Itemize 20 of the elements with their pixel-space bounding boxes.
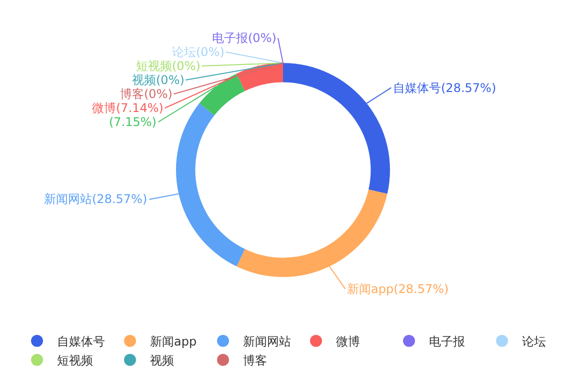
legend-label: 微博 bbox=[336, 334, 360, 349]
category-label: 新闻网站(28.57%) bbox=[44, 192, 148, 206]
category-label: 短视频(0%) bbox=[136, 59, 200, 73]
category-label: 微博(7.14%) bbox=[92, 101, 164, 115]
data-label: (7.15%) bbox=[109, 115, 156, 129]
donut-slice bbox=[283, 63, 390, 194]
category-label: 论坛(0%) bbox=[172, 45, 224, 59]
category-label: 新闻app(28.57%) bbox=[347, 282, 449, 296]
category-label: 博客(0%) bbox=[120, 87, 172, 101]
legend-label: 博客 bbox=[243, 354, 268, 368]
legend-label: 短视频 bbox=[57, 354, 94, 368]
category-label: 视频(0%) bbox=[132, 73, 184, 87]
legend-label: 视频 bbox=[150, 354, 174, 368]
legend-label: 电子报 bbox=[429, 334, 466, 349]
category-label: 电子报(0%) bbox=[212, 31, 276, 45]
legend-label: 自媒体号 bbox=[57, 334, 106, 349]
legend-label: 新闻app bbox=[150, 334, 197, 349]
legend-label: 新闻网站 bbox=[243, 334, 292, 349]
legend-label: 论坛 bbox=[522, 334, 546, 349]
category-label: 自媒体号(28.57%) bbox=[393, 81, 496, 95]
